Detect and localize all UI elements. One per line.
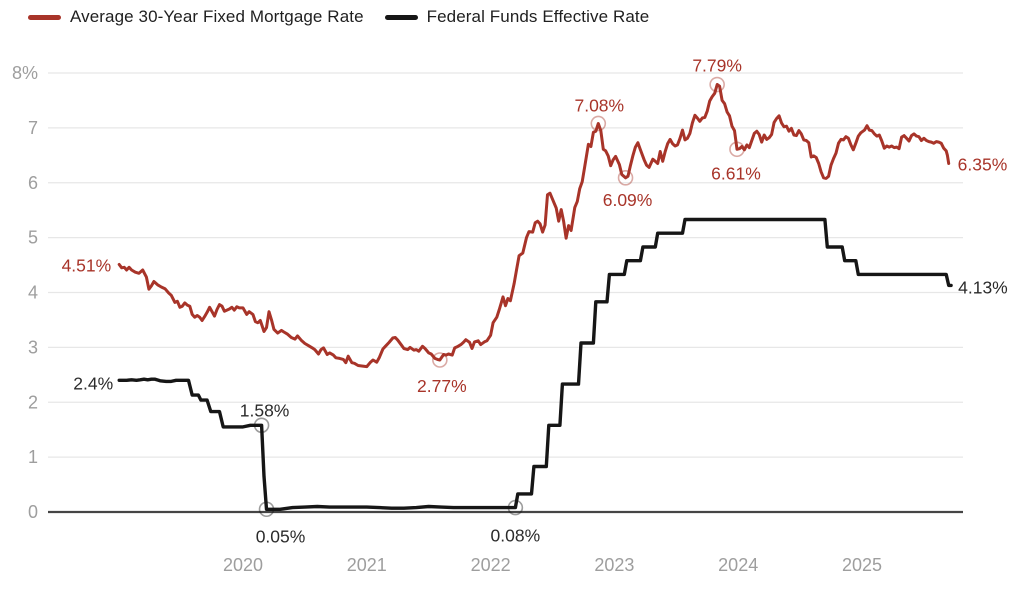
annotation-marker-circle bbox=[590, 115, 607, 132]
annotation-label: 0.05% bbox=[256, 526, 306, 546]
annotations-group: 4.51% 2.4% 1.58% 0.05% 0.08% 2.77% 7.08% 6.09% 7… bbox=[62, 56, 1008, 547]
chart-legend: Average 30-Year Fixed Mortgage Rate Fede… bbox=[28, 7, 649, 27]
annotation-marker-circle bbox=[258, 501, 275, 518]
annotation-marker-circle bbox=[709, 76, 725, 93]
annotation-label: 2.77% bbox=[417, 376, 467, 396]
x-tick-label: 2025 bbox=[842, 555, 882, 575]
axis-labels-group: 8% 7 6 5 4 3 2 1 0 2020 2021 2022 2023 2024 2025 bbox=[12, 63, 882, 575]
y-tick-label: 2 bbox=[28, 392, 38, 412]
markers-group bbox=[253, 76, 745, 518]
series-line-fedfunds bbox=[117, 217, 953, 511]
annotation-label: 6.09% bbox=[603, 190, 653, 210]
legend-label-fedfunds: Federal Funds Effective Rate bbox=[426, 7, 650, 26]
y-tick-label: 8% bbox=[12, 63, 38, 83]
annotation-marker-circle bbox=[432, 352, 448, 368]
gridlines-group bbox=[48, 72, 963, 514]
y-tick-label: 3 bbox=[28, 337, 38, 357]
x-tick-label: 2022 bbox=[471, 555, 511, 575]
annotation-label: 2.4% bbox=[73, 373, 113, 393]
annotation-label: 6.61% bbox=[711, 163, 761, 183]
annotation-label: 7.08% bbox=[574, 95, 624, 115]
x-tick-label: 2021 bbox=[347, 555, 387, 575]
y-tick-label: 0 bbox=[28, 502, 38, 522]
annotation-label: 7.79% bbox=[692, 56, 742, 76]
x-tick-label: 2020 bbox=[223, 555, 263, 575]
annotation-label: 1.58% bbox=[240, 400, 290, 420]
annotation-label: 4.13% bbox=[958, 277, 1008, 297]
fedfunds-line-swatch-icon bbox=[384, 14, 418, 20]
annotation-marker-circle bbox=[729, 141, 745, 158]
legend-item-fedfunds: Federal Funds Effective Rate bbox=[384, 7, 650, 27]
annotation-label: 6.35% bbox=[958, 155, 1008, 175]
y-tick-label: 1 bbox=[28, 447, 38, 467]
annotation-marker-circle bbox=[253, 417, 270, 434]
y-tick-label: 5 bbox=[28, 228, 38, 248]
y-tick-label: 7 bbox=[28, 118, 38, 138]
x-tick-label: 2023 bbox=[594, 555, 634, 575]
series-lines-group bbox=[117, 83, 953, 511]
y-tick-label: 6 bbox=[28, 173, 38, 193]
legend-label-mortgage: Average 30-Year Fixed Mortgage Rate bbox=[70, 7, 364, 26]
annotation-marker-circle bbox=[617, 170, 634, 186]
legend-item-mortgage: Average 30-Year Fixed Mortgage Rate bbox=[28, 7, 364, 27]
y-tick-label: 4 bbox=[28, 283, 38, 303]
annotation-marker-circle bbox=[507, 499, 524, 516]
mortgage-line-swatch-icon bbox=[28, 14, 61, 20]
x-tick-label: 2024 bbox=[718, 555, 758, 575]
annotation-label: 4.51% bbox=[62, 256, 112, 276]
annotation-label: 0.08% bbox=[491, 526, 541, 546]
series-line-mortgage bbox=[117, 83, 951, 369]
